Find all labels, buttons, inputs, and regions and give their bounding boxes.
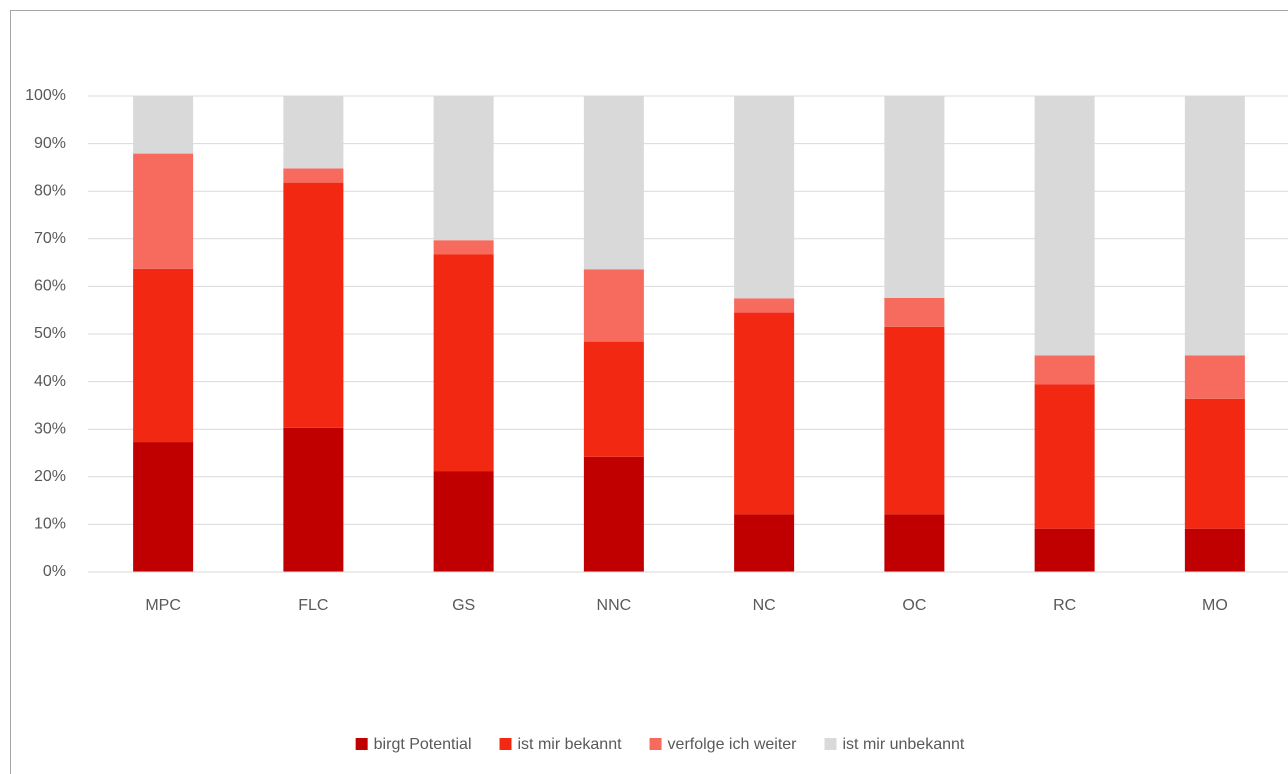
y-tick-label: 100% [25, 87, 66, 104]
y-tick-label: 80% [34, 182, 66, 199]
legend-swatch [355, 738, 368, 750]
bar-segment [433, 254, 494, 472]
y-tick-label: 90% [34, 135, 66, 152]
y-tick-label: 40% [34, 373, 66, 390]
bar-segment [734, 312, 795, 515]
x-tick-label: MO [1202, 597, 1228, 614]
bar-segment [283, 96, 344, 169]
x-tick-label: OC [902, 597, 926, 614]
bar-segment [133, 268, 194, 443]
x-tick-label: MPC [145, 597, 181, 614]
x-tick-label: GS [452, 597, 475, 614]
bar-segment [1034, 384, 1095, 529]
bar-segment [283, 427, 344, 572]
bar-segment [1184, 398, 1245, 529]
legend-label: ist mir unbekannt [843, 736, 965, 753]
bar-segment [1034, 528, 1095, 572]
legend-label: ist mir bekannt [518, 736, 623, 753]
legend-swatch [499, 738, 512, 750]
bar-segment [1184, 355, 1245, 399]
y-tick-label: 70% [34, 230, 66, 247]
legend-label: birgt Potential [374, 736, 472, 753]
bar-segment [133, 96, 194, 154]
x-tick-label: FLC [298, 597, 328, 614]
bar-segment [1184, 528, 1245, 572]
x-tick-label: NC [753, 597, 776, 614]
legend-swatch [649, 738, 662, 750]
bar-segment [1034, 355, 1095, 385]
bar-segment [884, 514, 945, 572]
y-tick-label: 20% [34, 468, 66, 485]
bar-segment [583, 269, 644, 342]
bar-segment [433, 96, 494, 241]
bar-segment [283, 182, 344, 428]
bar-segment [433, 240, 494, 255]
x-tick-label: RC [1053, 597, 1076, 614]
y-tick-label: 10% [34, 516, 66, 533]
x-tick-label: NNC [597, 597, 632, 614]
y-tick-label: 60% [34, 278, 66, 295]
bar-segment [734, 96, 795, 299]
bar-segment [884, 326, 945, 515]
bar-segment [583, 341, 644, 457]
bar-segment [283, 168, 344, 183]
bar-segment [133, 442, 194, 572]
bar-segment [583, 96, 644, 270]
chart-frame [10, 10, 1288, 774]
bar-segment [583, 456, 644, 572]
bar-segment [1184, 96, 1245, 356]
y-tick-label: 0% [43, 563, 66, 580]
bar-segment [884, 96, 945, 298]
bar-segment [433, 471, 494, 572]
legend-label: verfolge ich weiter [668, 736, 798, 753]
y-tick-label: 30% [34, 420, 66, 437]
bar-segment [1034, 96, 1095, 356]
legend-swatch [824, 738, 837, 750]
bar-segment [133, 153, 194, 269]
y-tick-label: 50% [34, 325, 66, 342]
bar-segment [884, 297, 945, 327]
bar-segment [734, 514, 795, 572]
bar-segment [734, 298, 795, 313]
